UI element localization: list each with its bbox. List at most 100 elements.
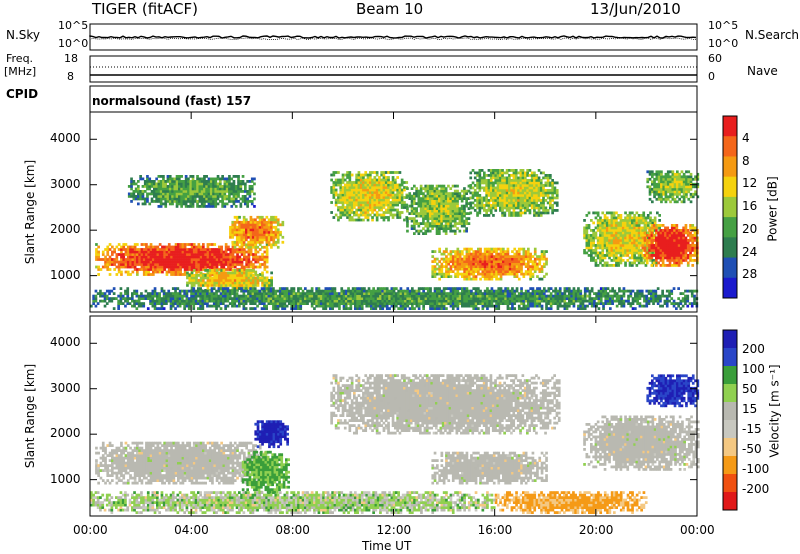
heatmap-cell xyxy=(520,260,523,263)
heatmap-cell xyxy=(270,218,273,222)
heatmap-cell xyxy=(478,174,482,177)
heatmap-cell xyxy=(170,268,173,271)
heatmap-cell xyxy=(631,256,634,260)
heatmap-cell xyxy=(472,262,476,266)
heatmap-cell xyxy=(677,254,681,257)
heatmap-cell xyxy=(440,204,443,208)
heatmap-cell xyxy=(108,263,112,266)
heatmap-cell xyxy=(447,272,451,276)
heatmap-cell xyxy=(528,191,532,195)
heatmap-cell xyxy=(242,220,246,224)
heatmap-cell xyxy=(108,255,112,259)
heatmap-cell xyxy=(521,206,525,210)
heatmap-cell xyxy=(442,252,446,256)
heatmap-cell xyxy=(438,189,441,193)
heatmap-cell xyxy=(396,208,399,212)
heatmap-cell xyxy=(126,255,130,259)
heatmap-cell xyxy=(156,268,160,271)
heatmap-cell xyxy=(495,250,498,253)
heatmap-cell xyxy=(535,176,539,180)
heatmap-cell xyxy=(605,246,609,250)
heatmap-cell xyxy=(587,224,591,227)
heatmap-cell xyxy=(243,279,246,282)
heatmap-cell xyxy=(646,177,650,181)
heatmap-cell xyxy=(458,257,462,261)
heatmap-cell xyxy=(405,181,409,184)
heatmap-cell xyxy=(233,263,237,266)
heatmap-cell xyxy=(451,250,455,253)
heatmap-cell xyxy=(469,211,473,215)
heatmap-cell xyxy=(241,182,245,186)
heatmap-cell xyxy=(676,182,679,186)
heatmap-cell xyxy=(229,235,232,239)
heatmap-cell xyxy=(192,281,196,285)
heatmap-cell xyxy=(624,244,627,247)
heatmap-cell xyxy=(691,177,695,181)
heatmap-cell xyxy=(238,255,242,259)
heatmap-cell xyxy=(514,174,518,177)
heatmap-cell xyxy=(233,255,237,259)
heatmap-cell xyxy=(101,265,105,269)
heatmap-cell xyxy=(218,248,221,251)
heatmap-cell xyxy=(228,190,231,193)
heatmap-cell xyxy=(263,233,266,237)
heatmap-cell xyxy=(190,268,194,271)
heatmap-cell xyxy=(594,254,598,257)
heatmap-cell xyxy=(403,201,406,204)
heatmap-cell xyxy=(682,175,686,179)
heatmap-cell xyxy=(254,265,258,269)
heatmap-cell xyxy=(348,196,352,199)
heatmap-cell xyxy=(463,262,466,266)
heatmap-cell xyxy=(544,184,548,187)
heatmap-cell xyxy=(485,214,488,217)
heatmap-cell xyxy=(216,182,220,186)
heatmap-cell xyxy=(254,248,258,251)
heatmap-cell xyxy=(346,203,349,207)
heatmap-cell xyxy=(515,250,519,253)
heatmap-cell xyxy=(642,211,646,215)
heatmap-cell xyxy=(515,267,519,271)
heatmap-cell xyxy=(276,238,280,242)
heatmap-cell xyxy=(155,190,158,193)
heatmap-cell xyxy=(610,249,614,252)
heatmap-cell xyxy=(337,208,340,212)
heatmap-cell xyxy=(652,234,656,237)
heatmap-cell xyxy=(224,276,228,280)
heatmap-cell xyxy=(213,265,217,269)
heatmap-cell xyxy=(673,251,676,255)
heatmap-cell xyxy=(501,176,504,180)
heatmap-cell xyxy=(478,209,482,212)
heatmap-cell xyxy=(675,246,679,250)
heatmap-cell xyxy=(458,212,462,215)
heatmap-cell xyxy=(599,219,602,222)
heatmap-cell xyxy=(676,187,679,191)
heatmap-cell xyxy=(601,226,605,230)
heatmap-cell xyxy=(219,192,222,196)
heatmap-cell xyxy=(396,196,399,199)
heatmap-cell xyxy=(612,211,616,215)
heatmap-cell xyxy=(546,189,550,192)
heatmap-cell xyxy=(147,253,151,256)
heatmap-cell xyxy=(104,258,107,261)
heatmap-cell xyxy=(648,192,652,196)
heatmap-cell xyxy=(449,252,453,256)
heatmap-cell xyxy=(444,227,448,230)
heatmap-cell xyxy=(546,179,550,182)
heatmap-cell xyxy=(240,258,244,261)
heatmap-cell xyxy=(216,177,220,181)
heatmap-cell xyxy=(637,259,641,262)
heatmap-cell xyxy=(527,250,530,253)
heatmap-cell xyxy=(343,208,347,212)
heatmap-cell xyxy=(524,255,528,258)
heatmap-cell xyxy=(615,264,618,267)
heatmap-cell xyxy=(499,196,502,200)
heatmap-cell xyxy=(209,205,213,208)
heatmap-cell xyxy=(111,245,114,249)
heatmap-cell xyxy=(195,263,198,266)
heatmap-cell xyxy=(394,201,397,204)
heatmap-cell xyxy=(142,253,146,256)
heatmap-cell xyxy=(172,273,176,276)
heatmap-cell xyxy=(477,262,480,266)
heatmap-cell xyxy=(173,182,177,186)
heatmap-cell xyxy=(633,251,636,255)
